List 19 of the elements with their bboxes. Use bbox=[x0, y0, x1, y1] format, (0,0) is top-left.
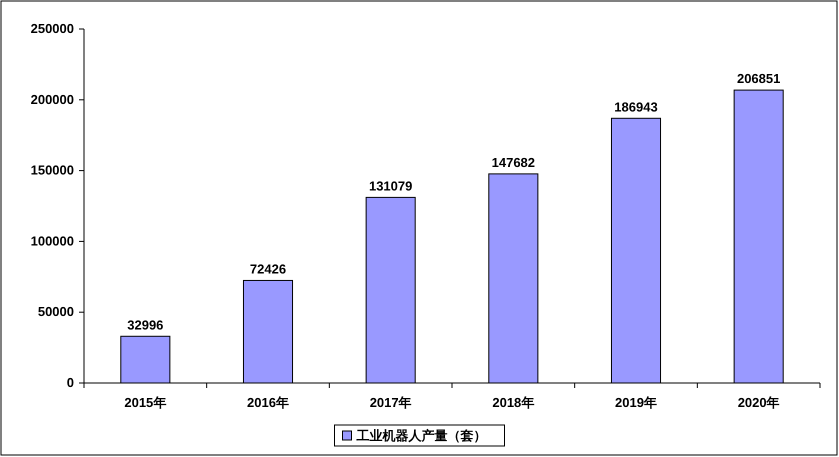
data-label: 131079 bbox=[368, 178, 412, 194]
data-label: 32996 bbox=[127, 317, 164, 332]
x-tick-label: 2020年 bbox=[738, 395, 780, 410]
x-tick-label: 2015年 bbox=[124, 395, 166, 410]
legend-label: 工业机器人产量（套） bbox=[356, 428, 486, 443]
y-tick-label: 100000 bbox=[30, 233, 74, 248]
x-tick-label: 2016年 bbox=[247, 395, 289, 410]
data-label: 72426 bbox=[250, 261, 286, 276]
x-tick-label: 2019年 bbox=[615, 395, 657, 410]
data-label: 186943 bbox=[614, 99, 658, 114]
y-tick-label: 0 bbox=[66, 375, 74, 390]
data-label: 147682 bbox=[492, 154, 536, 170]
data-label: 206851 bbox=[736, 71, 780, 86]
y-tick-label: 200000 bbox=[30, 92, 74, 107]
x-tick-label: 2018年 bbox=[492, 395, 534, 410]
y-tick-label: 250000 bbox=[30, 21, 74, 36]
x-tick-label: 2017年 bbox=[370, 395, 412, 410]
y-tick-label: 150000 bbox=[30, 162, 74, 178]
y-tick-label: 50000 bbox=[38, 304, 74, 320]
